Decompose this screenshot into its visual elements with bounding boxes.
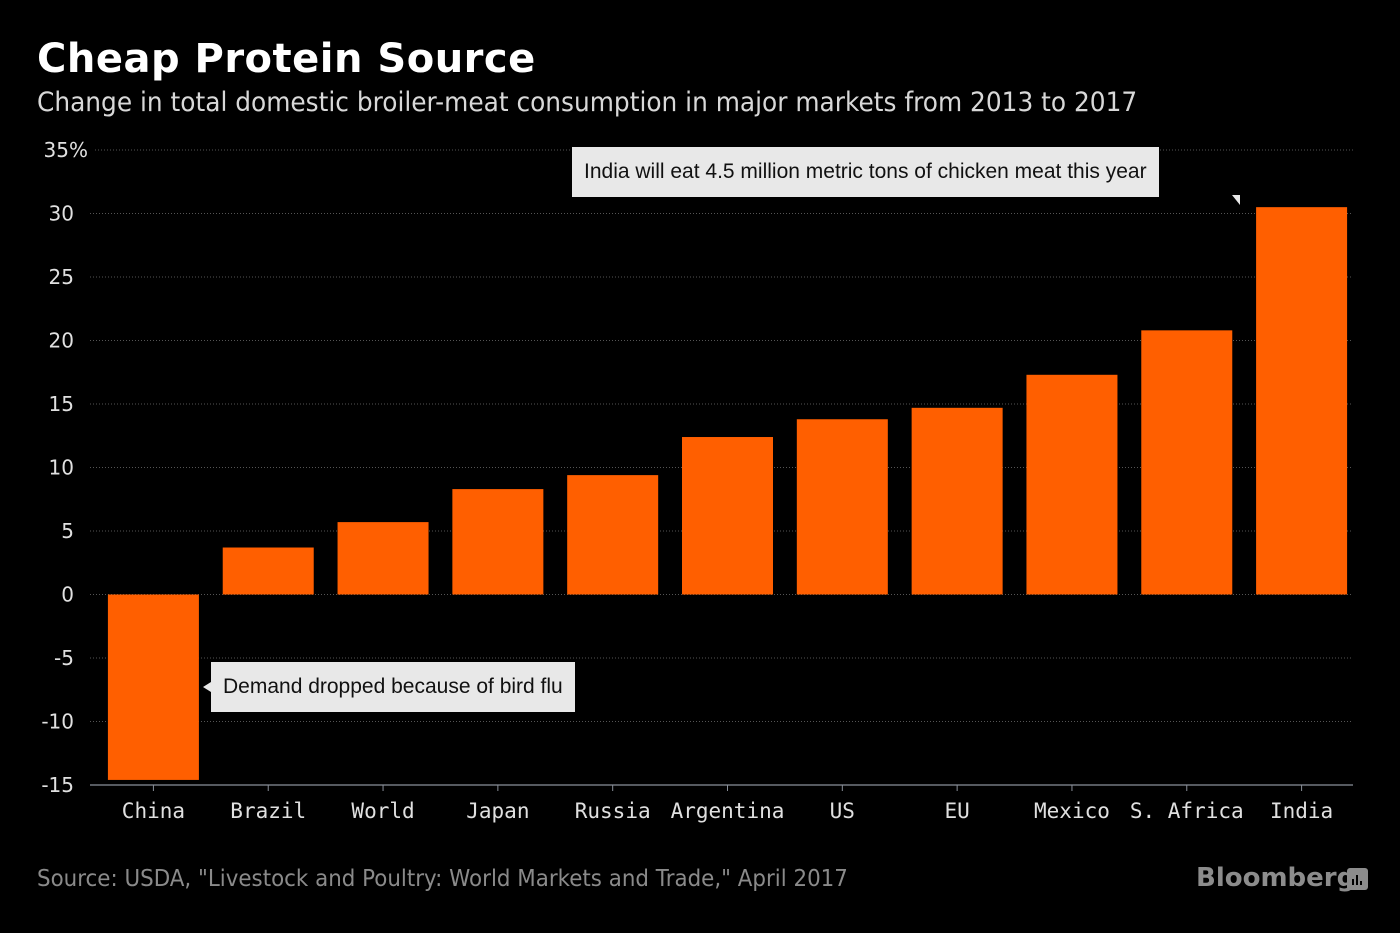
y-tick-label: 35%	[44, 138, 88, 162]
bar-us	[796, 419, 888, 595]
x-tick-label: US	[830, 799, 855, 823]
annotation-india: India will eat 4.5 million metric tons o…	[572, 147, 1159, 197]
bars	[107, 195, 1348, 780]
x-tick-label: Argentina	[671, 799, 785, 823]
x-tick-label: S. Africa	[1130, 799, 1244, 823]
x-tick-label: Brazil	[230, 799, 306, 823]
y-tick-label: -15	[41, 773, 74, 797]
bar-mexico	[1026, 374, 1118, 595]
bar-brazil	[222, 547, 314, 595]
y-tick-label: 20	[49, 329, 74, 353]
y-tick-label: 0	[61, 583, 74, 607]
bar-world	[337, 522, 429, 595]
y-axis-ticks: 35% 30 25 20 15 10 5 0 -5 -10 -15	[41, 138, 88, 797]
y-tick-label: 15	[49, 392, 74, 416]
bar-argentina	[682, 437, 773, 595]
x-tick-label: EU	[944, 799, 969, 823]
x-tick-label: India	[1270, 799, 1333, 823]
y-tick-label: 10	[49, 456, 74, 480]
x-tick-label: Mexico	[1034, 799, 1110, 823]
y-tick-label: -10	[41, 710, 74, 734]
bar-india	[1256, 207, 1348, 595]
x-tick-label: Russia	[575, 799, 651, 823]
bar-eu	[911, 407, 1003, 595]
bar-russia	[567, 475, 659, 595]
bar-china	[107, 594, 199, 780]
chart-subtitle: Change in total domestic broiler-meat co…	[37, 87, 1138, 118]
x-tick-label: Japan	[466, 799, 529, 823]
y-tick-label: 25	[49, 265, 74, 289]
x-axis: China Brazil World Japan Russia Argentina US EU…	[90, 784, 1353, 823]
bloomberg-logo-icon	[1347, 868, 1368, 890]
y-tick-label: 5	[61, 519, 74, 543]
chart-title: Cheap Protein Source	[37, 36, 536, 82]
bar-s-africa	[1141, 330, 1233, 595]
y-tick-label: -5	[54, 646, 74, 670]
brand-logo: Bloomberg	[1196, 863, 1356, 893]
annotation-pointer	[1232, 195, 1240, 205]
y-tick-label: 30	[49, 202, 74, 226]
annotation-china: Demand dropped because of bird flu	[211, 662, 575, 712]
bar-japan	[452, 489, 544, 595]
source-note: Source: USDA, "Livestock and Poultry: Wo…	[37, 866, 848, 892]
x-tick-label: China	[122, 799, 185, 823]
annotation-pointer	[203, 682, 211, 692]
x-tick-label: World	[351, 799, 414, 823]
